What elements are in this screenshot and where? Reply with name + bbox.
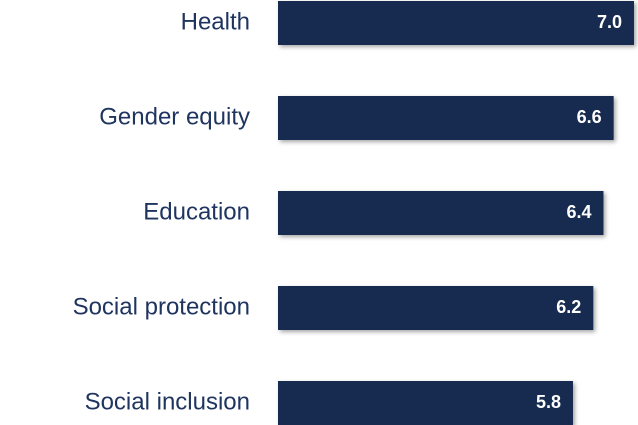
bar <box>278 1 634 45</box>
value-label: 6.2 <box>556 297 581 317</box>
category-label: Education <box>143 198 250 225</box>
bar <box>278 96 614 140</box>
bar <box>278 191 604 235</box>
value-label: 5.8 <box>536 392 561 412</box>
category-label: Gender equity <box>99 103 250 130</box>
value-label: 6.4 <box>566 202 591 222</box>
bar <box>278 286 594 330</box>
category-label: Social protection <box>73 293 250 320</box>
value-label: 6.6 <box>577 107 602 127</box>
value-label: 7.0 <box>597 12 622 32</box>
category-label: Social inclusion <box>85 388 250 415</box>
bar <box>278 381 573 425</box>
category-label: Health <box>181 8 250 35</box>
